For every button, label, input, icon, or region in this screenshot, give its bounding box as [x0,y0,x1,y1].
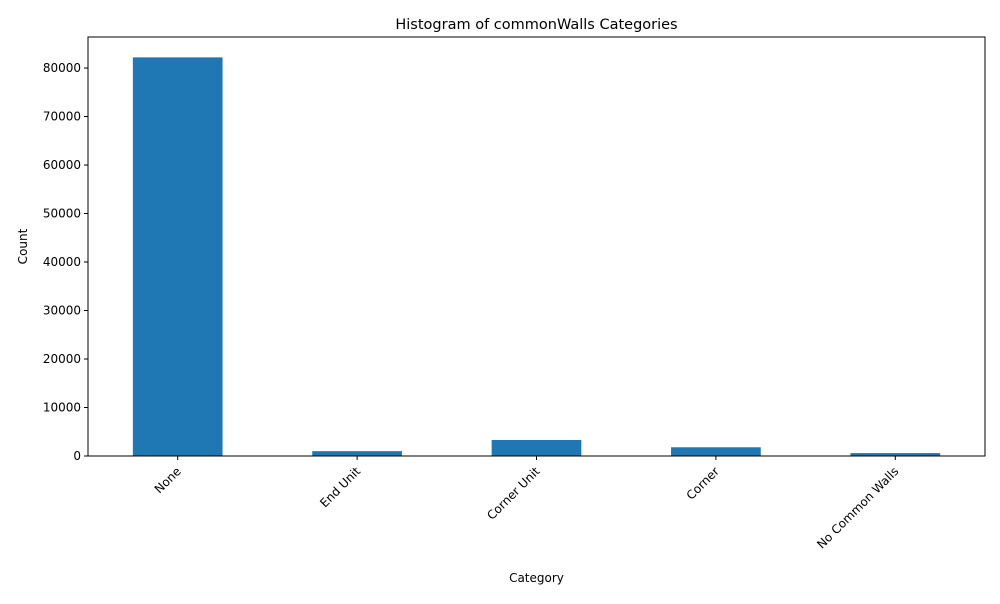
x-tick-label: No Common Walls [814,464,901,551]
y-tick-label: 10000 [43,401,81,415]
y-tick-label: 20000 [43,352,81,366]
bar-end-unit [312,451,402,456]
y-tick-label: 40000 [43,255,81,269]
x-tick-label: Corner Unit [484,464,543,523]
bar-corner-unit [491,439,582,456]
x-tick-label: Corner [684,464,722,502]
y-tick-label: 60000 [43,158,81,172]
y-axis: 0 10000 20000 30000 40000 50000 60000 70000 8000… [43,61,88,463]
y-tick-label: 0 [73,449,81,463]
bar-none [132,57,223,457]
y-tick-label: 30000 [43,304,81,318]
bar-no-common-walls [850,453,941,456]
x-axis: None End Unit Corner Unit Corner No Common W… [152,456,901,551]
x-tick-label: End Unit [317,464,363,510]
x-axis-label: Category [509,571,564,585]
y-tick-label: 70000 [43,110,81,124]
y-axis-label: Count [16,228,30,264]
bar-corner [671,447,761,456]
y-tick-label: 50000 [43,207,81,221]
chart-title: Histogram of commonWalls Categories [395,17,677,33]
y-tick-label: 80000 [43,61,81,75]
x-tick-label: None [152,464,184,496]
bars-layer [132,57,941,457]
plot-frame [87,36,986,457]
